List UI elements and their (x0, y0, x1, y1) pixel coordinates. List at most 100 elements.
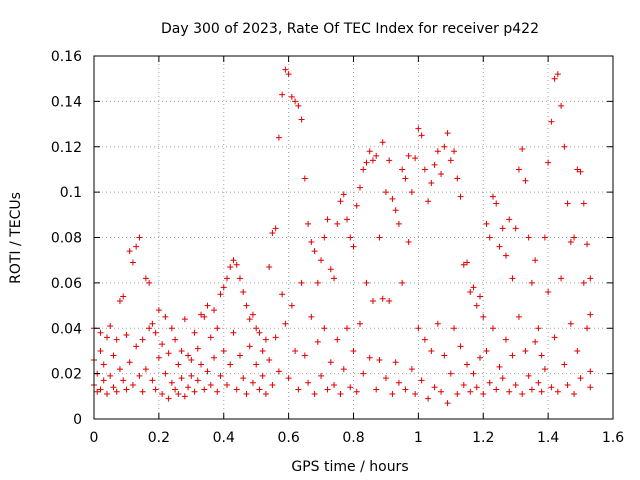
data-point (444, 130, 451, 137)
y-tick-label: 0.04 (51, 321, 82, 337)
data-point (425, 395, 432, 402)
data-point (194, 345, 201, 352)
data-point (369, 298, 376, 305)
data-point (133, 343, 140, 350)
data-point (386, 298, 393, 305)
data-point (519, 146, 526, 153)
data-point (165, 350, 172, 357)
data-point (311, 248, 318, 255)
data-point (321, 234, 328, 241)
data-point (308, 239, 315, 246)
data-point (152, 386, 159, 393)
data-point (512, 225, 519, 232)
data-point (347, 384, 354, 391)
data-point (360, 370, 367, 377)
data-point (554, 71, 561, 78)
data-point (447, 370, 454, 377)
data-point (129, 259, 136, 266)
data-point (227, 361, 234, 368)
data-point (506, 388, 513, 395)
data-point (120, 377, 127, 384)
data-point (412, 155, 419, 162)
data-point (253, 325, 260, 332)
data-point (489, 193, 496, 200)
data-point (279, 91, 286, 98)
y-tick-label: 0.02 (51, 367, 82, 383)
data-point (457, 193, 464, 200)
data-point (522, 347, 529, 354)
data-point (587, 368, 594, 375)
data-point (428, 180, 435, 187)
data-point (408, 189, 415, 196)
y-tick-label: 0.14 (51, 94, 82, 110)
data-point (301, 352, 308, 359)
data-point (395, 220, 402, 227)
data-point (493, 200, 500, 207)
data-point (402, 175, 409, 182)
data-point (444, 400, 451, 407)
data-point (155, 307, 162, 314)
data-point (178, 375, 185, 382)
data-point (363, 159, 370, 166)
data-point (249, 311, 256, 318)
data-point (110, 384, 117, 391)
data-point (142, 275, 149, 282)
data-point (496, 243, 503, 250)
data-point (480, 391, 487, 398)
data-point (175, 391, 182, 398)
y-tick-label: 0.12 (51, 140, 82, 156)
data-point (207, 381, 214, 388)
data-point (366, 354, 373, 361)
data-point (360, 166, 367, 173)
data-point (473, 384, 480, 391)
data-point (262, 391, 269, 398)
data-point (405, 239, 412, 246)
data-point (220, 284, 227, 291)
data-point (454, 391, 461, 398)
data-point (116, 366, 123, 373)
data-point (331, 275, 338, 282)
data-point (470, 284, 477, 291)
data-point (133, 243, 140, 250)
data-point (220, 347, 227, 354)
data-point (266, 357, 273, 364)
data-point (256, 386, 263, 393)
x-tick-label: 0.6 (277, 430, 299, 446)
data-point (415, 325, 422, 332)
data-point (376, 357, 383, 364)
data-point (528, 386, 535, 393)
data-point (301, 175, 308, 182)
y-tick-label: 0.16 (51, 49, 82, 65)
data-point (369, 157, 376, 164)
data-point (574, 347, 581, 354)
data-point (269, 229, 276, 236)
data-point (515, 313, 522, 320)
data-point (353, 388, 360, 395)
axis-ticks (93, 55, 614, 420)
data-point (139, 388, 146, 395)
data-point (168, 379, 175, 386)
data-point (246, 343, 253, 350)
data-point (194, 377, 201, 384)
data-point (136, 234, 143, 241)
data-point (493, 386, 500, 393)
data-point (418, 377, 425, 384)
data-point (502, 336, 509, 343)
data-point (434, 320, 441, 327)
data-point (373, 152, 380, 159)
data-point (162, 313, 169, 320)
data-point (288, 93, 295, 100)
data-point (292, 98, 299, 105)
data-point (172, 336, 179, 343)
data-point (515, 166, 522, 173)
data-point (191, 388, 198, 395)
data-point (129, 381, 136, 388)
data-point (159, 341, 166, 348)
data-point (113, 336, 120, 343)
data-point (126, 248, 133, 255)
data-point (214, 388, 221, 395)
data-point (489, 325, 496, 332)
data-point (223, 275, 230, 282)
data-point (399, 279, 406, 286)
